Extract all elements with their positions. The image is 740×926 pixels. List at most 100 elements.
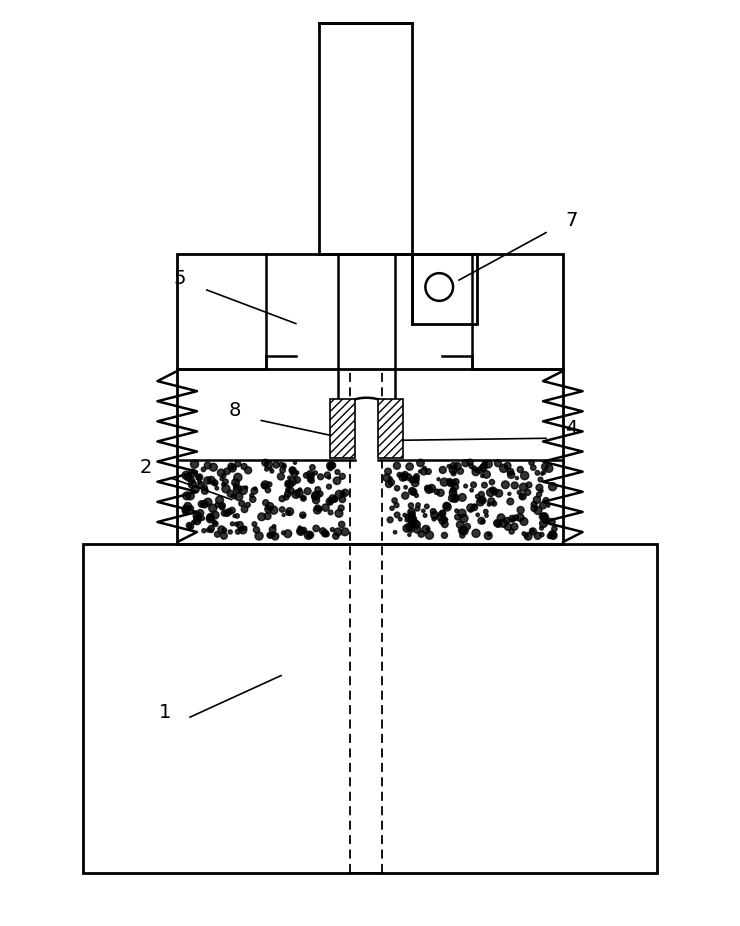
Point — [401, 512, 413, 527]
Point — [428, 511, 440, 526]
Point — [278, 459, 290, 474]
Point — [309, 489, 321, 504]
Point — [439, 512, 451, 527]
Point — [447, 485, 459, 500]
Point — [256, 509, 268, 524]
Point — [391, 481, 403, 495]
Point — [329, 492, 340, 507]
Point — [320, 500, 332, 515]
Point — [434, 509, 446, 524]
Point — [399, 469, 411, 484]
Point — [264, 528, 276, 543]
Point — [438, 511, 450, 526]
Point — [406, 505, 417, 519]
Point — [258, 479, 270, 494]
Point — [275, 469, 287, 484]
Point — [501, 513, 513, 528]
Point — [185, 519, 197, 534]
Point — [229, 508, 240, 523]
Point — [427, 504, 439, 519]
Point — [195, 496, 207, 511]
Point — [337, 486, 349, 501]
Point — [406, 507, 417, 522]
Point — [492, 517, 504, 532]
Point — [181, 502, 192, 517]
Text: 7: 7 — [565, 211, 578, 231]
Point — [537, 516, 549, 531]
Point — [280, 490, 292, 505]
Point — [192, 511, 204, 526]
Point — [480, 505, 491, 519]
Point — [457, 528, 468, 543]
Point — [202, 494, 214, 509]
Point — [197, 497, 209, 512]
Point — [479, 456, 491, 470]
Point — [532, 529, 544, 544]
Point — [226, 459, 238, 474]
Point — [294, 482, 306, 497]
Point — [216, 471, 228, 486]
Point — [412, 497, 424, 512]
Point — [310, 521, 322, 536]
Point — [223, 505, 235, 519]
Point — [386, 475, 397, 490]
Point — [305, 469, 317, 483]
Point — [465, 458, 477, 473]
Point — [262, 508, 274, 523]
Point — [276, 502, 288, 517]
Point — [514, 485, 525, 500]
Point — [268, 503, 280, 518]
Point — [488, 496, 500, 511]
Point — [198, 496, 210, 511]
Point — [468, 461, 480, 476]
Point — [297, 507, 309, 522]
Point — [405, 498, 417, 513]
Point — [262, 482, 274, 497]
Point — [303, 528, 314, 543]
Point — [461, 519, 473, 534]
Point — [306, 473, 317, 488]
Point — [269, 529, 281, 544]
Point — [233, 489, 245, 504]
Point — [482, 457, 494, 471]
Point — [284, 504, 296, 519]
Point — [325, 505, 337, 519]
Point — [457, 490, 468, 505]
Point — [304, 472, 316, 487]
Point — [422, 521, 434, 536]
Point — [186, 477, 198, 492]
Point — [238, 483, 249, 498]
Point — [185, 501, 197, 516]
Point — [403, 469, 414, 484]
Text: 8: 8 — [229, 401, 240, 420]
Point — [510, 510, 522, 525]
Point — [468, 498, 480, 513]
Point — [242, 497, 254, 512]
Point — [194, 469, 206, 484]
Point — [423, 464, 434, 479]
Point — [240, 481, 252, 495]
Point — [523, 478, 535, 493]
Point — [547, 480, 559, 494]
Point — [408, 484, 420, 499]
Point — [249, 483, 260, 498]
Point — [209, 507, 221, 522]
Point — [303, 528, 314, 543]
Point — [448, 475, 460, 490]
Point — [321, 468, 333, 482]
Point — [189, 457, 201, 471]
Point — [298, 522, 310, 537]
Point — [278, 507, 289, 522]
Point — [528, 501, 540, 516]
Point — [295, 524, 306, 539]
Point — [270, 457, 282, 472]
Point — [239, 520, 251, 535]
Point — [310, 493, 322, 507]
Point — [336, 517, 348, 532]
Point — [468, 500, 480, 515]
Point — [386, 501, 398, 516]
Point — [397, 469, 409, 484]
Point — [444, 474, 456, 489]
Point — [492, 456, 504, 470]
Point — [448, 466, 460, 481]
